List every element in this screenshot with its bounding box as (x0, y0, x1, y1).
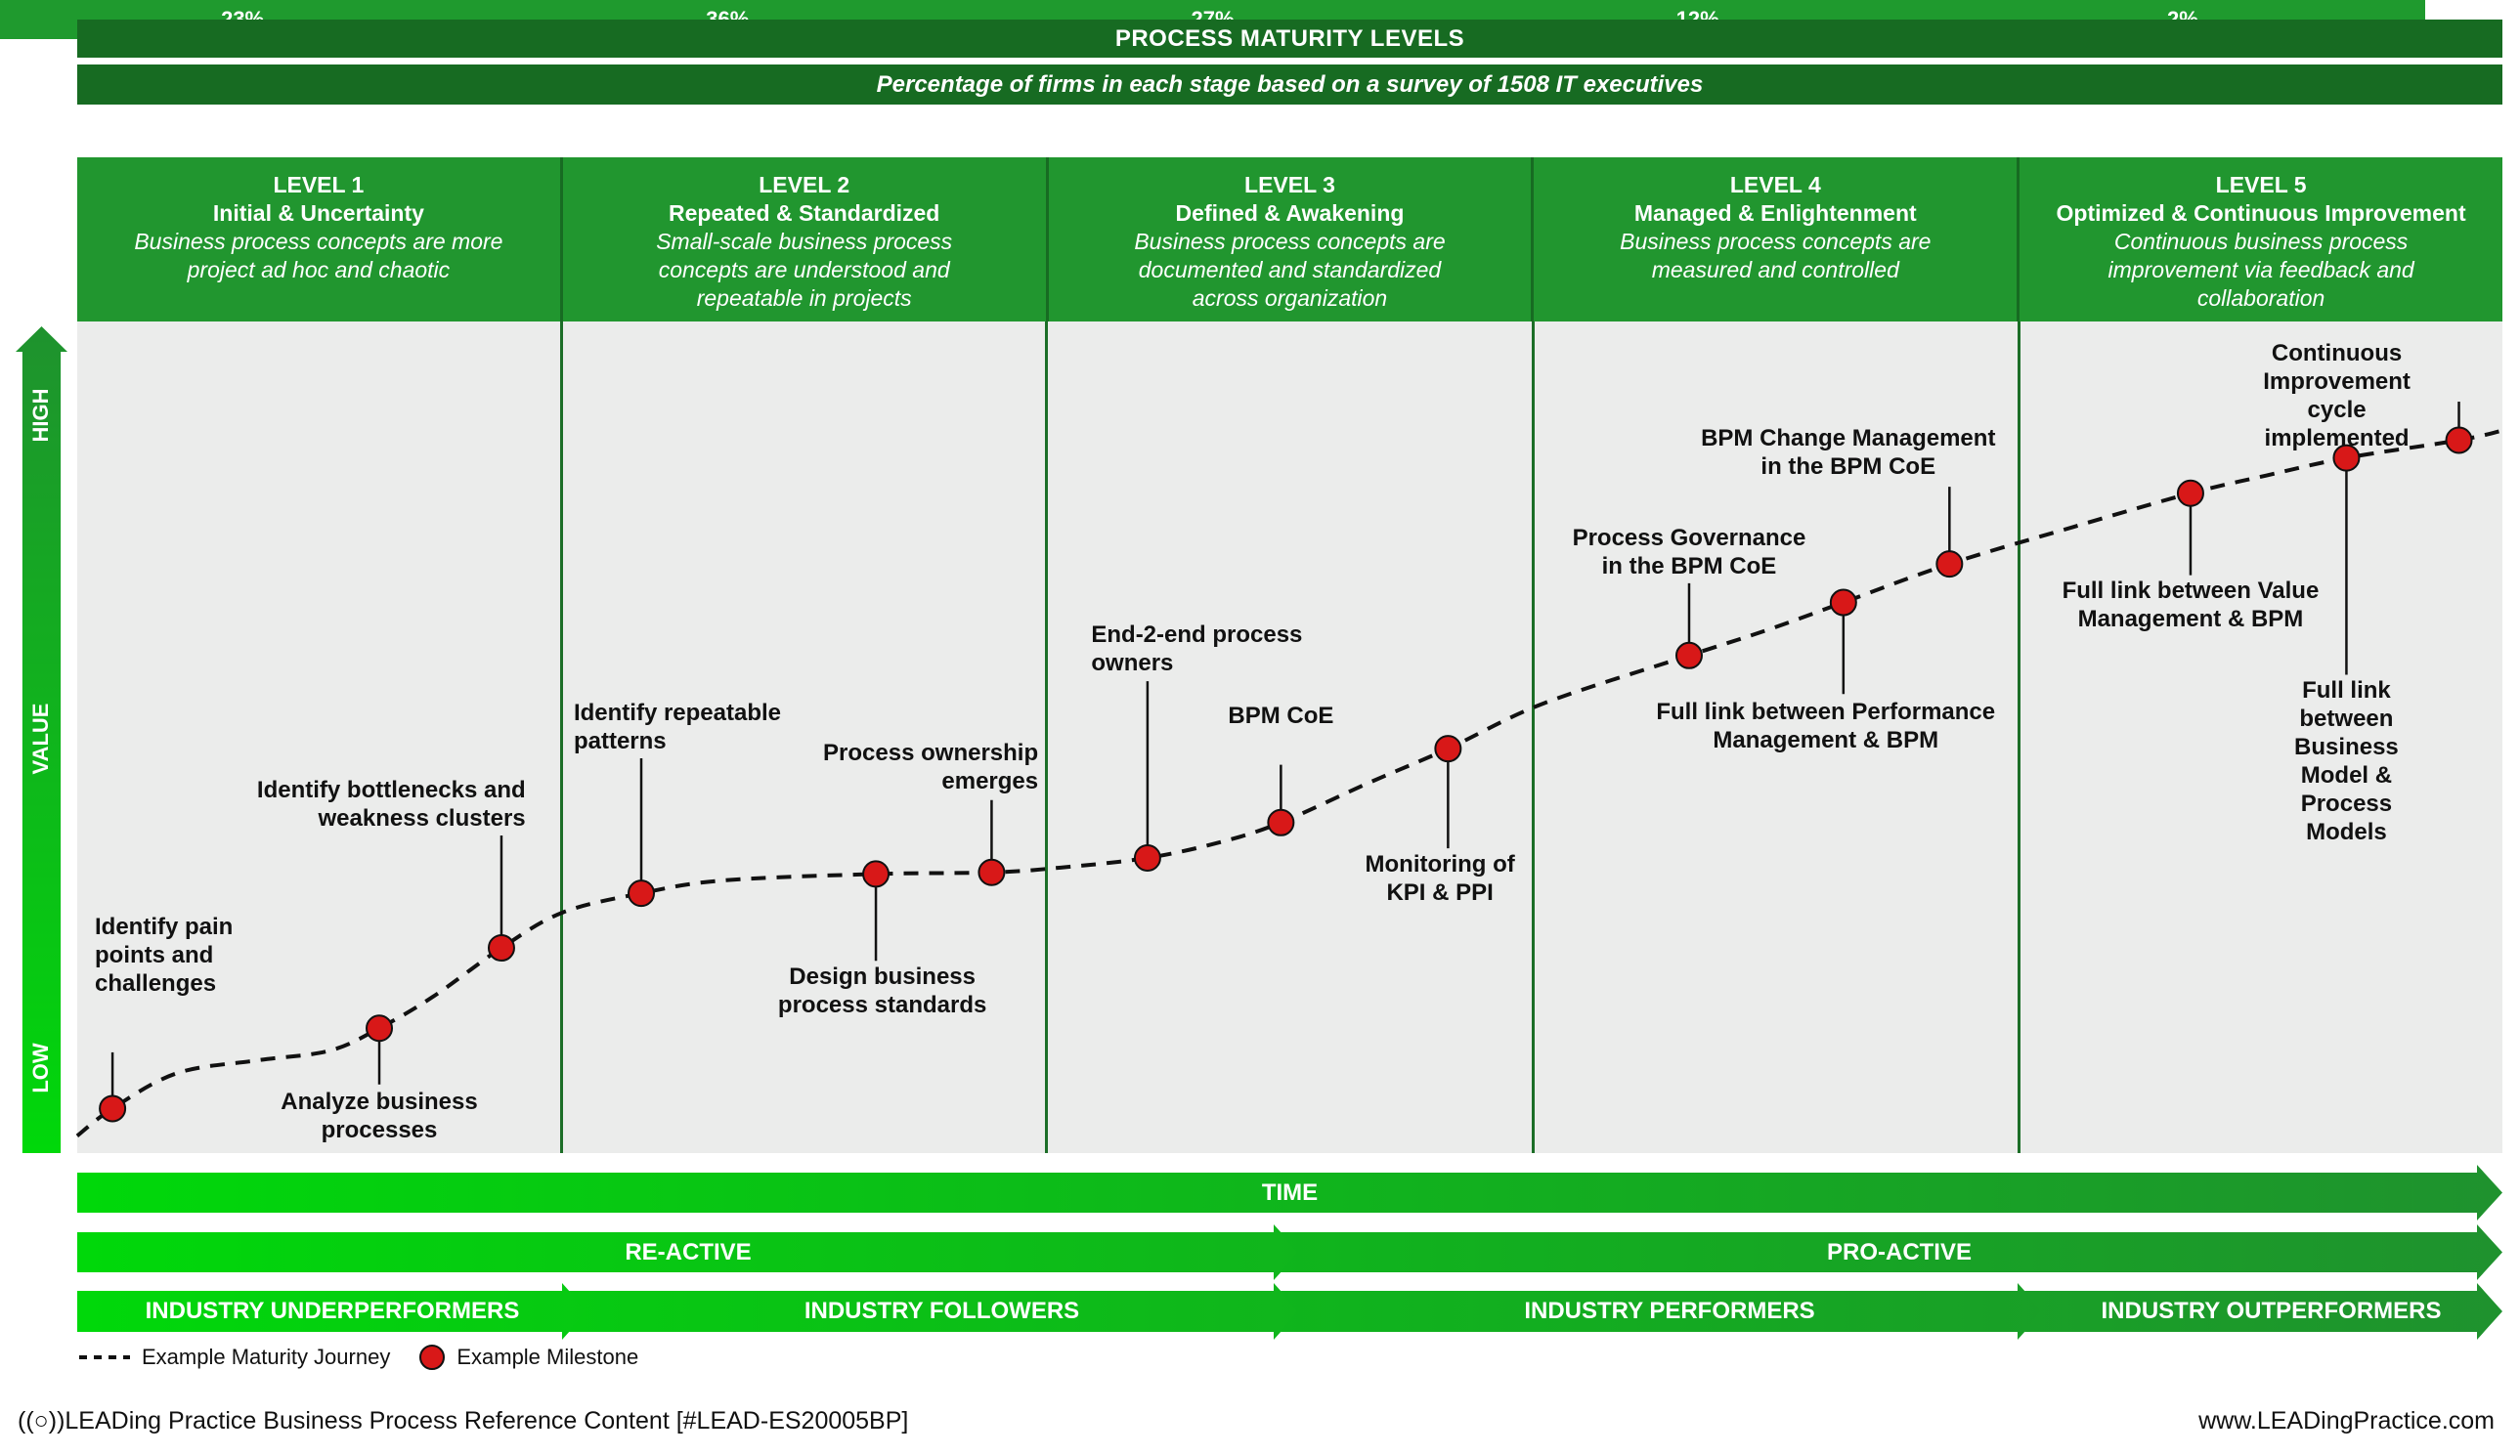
milestone-dot (1267, 808, 1295, 836)
footer-reference: ((○))LEADing Practice Business Process R… (18, 1407, 909, 1435)
dashed-line-icon (79, 1355, 130, 1359)
milestone-dot (2176, 479, 2204, 507)
level-description: Business process concepts are more proje… (134, 229, 503, 282)
level-4-header: LEVEL 4 Managed & Enlightenment Business p… (1534, 157, 2020, 321)
milestone-label: Design business process standards (777, 963, 987, 1018)
red-dot-icon (419, 1345, 446, 1370)
milestone-dot (1935, 550, 1964, 578)
legend-milestone: Example Milestone (456, 1345, 639, 1369)
milestone-dot (1674, 641, 1703, 669)
milestone-label: Identify repeatable patterns (573, 700, 782, 755)
time-label: TIME (1261, 1178, 1319, 1206)
level-number: LEVEL 2 (759, 172, 850, 197)
milestone-dot (1133, 843, 1161, 872)
milestone-label: BPM CoE (1228, 703, 1334, 730)
title-bar: PROCESS MATURITY LEVELS (77, 20, 2502, 58)
underperformers-band-label: INDUSTRY UNDERPERFORMERS (145, 1298, 520, 1324)
underperformers-band: INDUSTRY UNDERPERFORMERS (77, 1283, 587, 1340)
milestone-label: End-2-end process owners (1091, 621, 1303, 676)
level-2-header: LEVEL 2 Repeated & Standardized Small-scal… (563, 157, 1049, 321)
level-divider (1045, 321, 1048, 1153)
levels-header: LEVEL 1 Initial & Uncertainty Business pro… (77, 157, 2502, 321)
milestone-label: Identify pain points and challenges (95, 913, 234, 997)
level-number: LEVEL 4 (1729, 172, 1821, 197)
milestone-dot (2332, 444, 2361, 472)
level-number: LEVEL 5 (2215, 172, 2307, 197)
level-description: Small-scale business process concepts ar… (656, 229, 953, 311)
milestone-label: Analyze business processes (281, 1089, 478, 1144)
legend: Example Maturity Journey Example Milesto… (77, 1343, 638, 1372)
level-description: Continuous business process improvement … (2107, 229, 2414, 311)
level-name: Repeated & Standardized (669, 200, 940, 226)
performers-band: INDUSTRY PERFORMERS (1281, 1283, 2043, 1340)
level-description: Business process concepts are measured a… (1620, 229, 1932, 282)
level-name: Initial & Uncertainty (212, 200, 424, 226)
milestone-label: Full link between Value Management & BPM (2062, 578, 2320, 633)
reactive-band: RE-ACTIVE (77, 1224, 1299, 1280)
level-number: LEVEL 3 (1244, 172, 1335, 197)
milestone-label: Full link between Business Model & Proce… (2294, 677, 2399, 846)
proactive-band: PRO-ACTIVE (1281, 1224, 2502, 1280)
milestone-dot (99, 1094, 127, 1123)
value-axis-arrow (16, 326, 67, 1153)
milestone-dot (1434, 735, 1462, 763)
milestone-dot (862, 860, 891, 888)
milestone-dot (978, 858, 1006, 886)
milestone-label: BPM Change Management in the BPM CoE (1701, 425, 1996, 481)
milestone-label: Continuous Improvement cycle implemented (2263, 339, 2411, 451)
level-divider (1532, 321, 1535, 1153)
outperformers-band-label: INDUSTRY OUTPERFORMERS (2101, 1298, 2442, 1324)
milestone-label: Process ownership emerges (823, 740, 1039, 795)
level-number: LEVEL 1 (273, 172, 365, 197)
level-name: Defined & Awakening (1175, 200, 1405, 226)
milestone-dot (366, 1014, 394, 1043)
milestone-dot (628, 879, 656, 908)
plot-area (77, 321, 2502, 1153)
outperformers-band: INDUSTRY OUTPERFORMERS (2024, 1283, 2502, 1340)
milestone-label: Full link between Performance Management… (1656, 698, 1996, 753)
level-name: Optimized & Continuous Improvement (2056, 200, 2466, 226)
subtitle-bar: Percentage of firms in each stage based … (77, 64, 2502, 105)
level-1-header: LEVEL 1 Initial & Uncertainty Business pro… (77, 157, 563, 321)
milestone-dot (487, 934, 515, 963)
level-5-header: LEVEL 5 Optimized & Continuous Improvemen… (2020, 157, 2502, 321)
milestone-dot (1829, 588, 1857, 617)
level-name: Managed & Enlightenment (1633, 200, 1917, 226)
performers-band-label: INDUSTRY PERFORMERS (1524, 1298, 1815, 1324)
milestone-label: Process Governance in the BPM CoE (1572, 524, 1806, 579)
legend-journey: Example Maturity Journey (142, 1345, 391, 1369)
milestone-label: Monitoring of KPI & PPI (1365, 850, 1515, 906)
proactive-band-label: PRO-ACTIVE (1826, 1238, 1972, 1265)
level-divider (2018, 321, 2020, 1153)
time-band: TIME (77, 1165, 2502, 1220)
level-description: Business process concepts are documented… (1134, 229, 1446, 311)
followers-band: INDUSTRY FOLLOWERS (569, 1283, 1299, 1340)
reactive-band-label: RE-ACTIVE (625, 1238, 752, 1265)
milestone-label: Identify bottlenecks and weakness cluste… (256, 777, 526, 833)
followers-band-label: INDUSTRY FOLLOWERS (804, 1298, 1080, 1324)
level-3-header: LEVEL 3 Defined & Awakening Business proce… (1049, 157, 1535, 321)
footer-website[interactable]: www.LEADingPractice.com (2198, 1407, 2495, 1435)
milestone-dot (2445, 426, 2473, 454)
level-divider (560, 321, 563, 1153)
